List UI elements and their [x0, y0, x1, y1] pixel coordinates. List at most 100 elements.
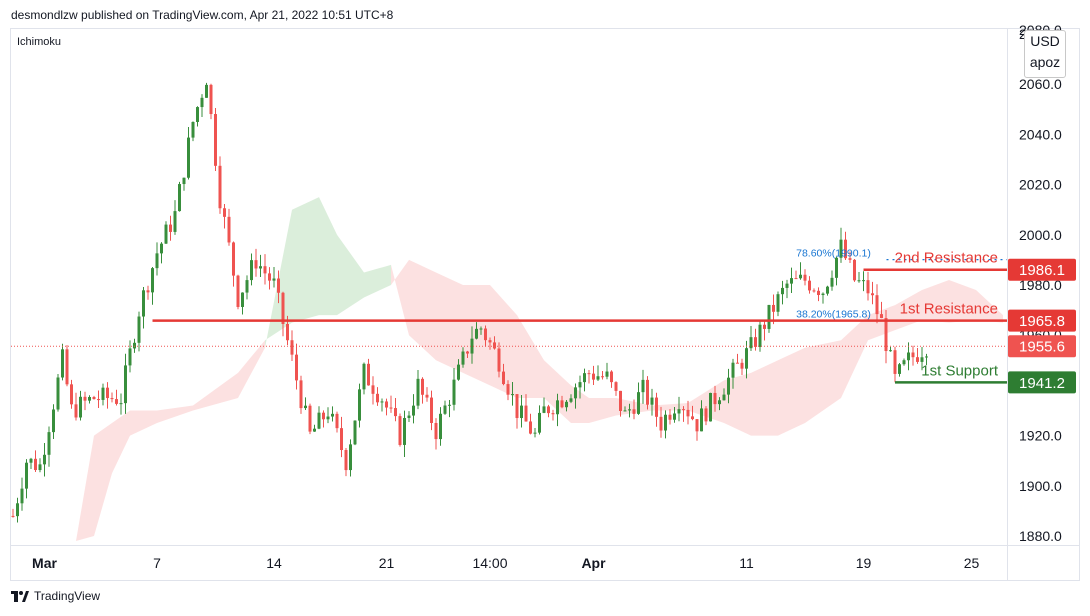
candle-body	[569, 398, 573, 402]
candle-body	[817, 290, 820, 296]
candle-body	[398, 416, 402, 445]
candle-body	[290, 340, 294, 355]
candle-body	[38, 464, 42, 471]
candle-body	[610, 371, 613, 383]
candle-body	[709, 392, 712, 422]
y-tick-label: 1980.0	[1019, 277, 1062, 293]
candle-body	[731, 362, 735, 378]
x-tick-label: 11	[739, 555, 754, 571]
candle-body	[650, 397, 654, 405]
candle-body	[785, 283, 789, 288]
candle-body	[304, 405, 307, 409]
candle-body	[466, 351, 469, 354]
candle-body	[110, 398, 114, 400]
ichimoku-cloud-segment	[337, 234, 364, 316]
ichimoku-cloud-segment	[292, 197, 319, 323]
candle-body	[241, 292, 244, 307]
candle-body	[533, 432, 537, 434]
candle-body	[911, 352, 915, 358]
candle-body	[704, 408, 708, 422]
candle-body	[34, 458, 37, 471]
ichimoku-cloud-segment	[841, 315, 868, 398]
candle-body	[43, 454, 46, 465]
candle-body	[484, 328, 487, 341]
candle-body	[137, 316, 141, 343]
candle-body	[853, 259, 856, 281]
candle-body	[209, 84, 213, 115]
candle-body	[88, 397, 91, 401]
x-tick-label: 14:00	[472, 555, 507, 571]
candle-body	[808, 280, 811, 291]
candle-body	[848, 258, 852, 260]
candle-body	[70, 384, 73, 405]
candle-body	[754, 337, 757, 347]
candle-body	[389, 407, 393, 409]
candle-body	[74, 404, 78, 418]
y-tick-label: 2000.0	[1019, 227, 1062, 243]
candle-body	[898, 364, 901, 374]
ichimoku-cloud-segment	[976, 290, 1003, 323]
level-name: 1st Support	[921, 362, 999, 379]
candle-body	[713, 392, 717, 405]
ichimoku-cloud-segment	[391, 259, 409, 336]
candle-body	[367, 363, 370, 386]
indicator-label[interactable]: Ichimoku	[17, 36, 62, 48]
candle-body	[335, 413, 339, 429]
candle-body	[520, 405, 523, 419]
candle-body	[596, 376, 600, 380]
ichimoku-cloud-segment	[544, 360, 571, 424]
candle-body	[673, 413, 676, 420]
currency-top: USD	[1030, 33, 1060, 49]
candle-body	[902, 360, 906, 365]
candle-body	[623, 410, 627, 412]
candle-body	[686, 409, 690, 417]
candle-body	[313, 428, 316, 432]
candle-body	[745, 348, 748, 369]
tradingview-logo[interactable]: TradingView	[11, 589, 100, 603]
candle-body	[371, 385, 375, 394]
candle-body	[830, 277, 834, 287]
time-axis[interactable]	[10, 546, 1008, 581]
currency-button[interactable]: USD apoz	[1024, 30, 1066, 78]
price-axis[interactable]	[1008, 28, 1080, 546]
candle-body	[583, 373, 586, 383]
candle-body	[322, 412, 325, 420]
x-tick-label: Apr	[581, 555, 606, 571]
x-tick-label: 25	[964, 555, 980, 571]
candle-body	[214, 114, 217, 166]
x-tick-label: 21	[379, 555, 395, 571]
candle-body	[452, 379, 456, 405]
candle-body	[632, 409, 636, 414]
candle-body	[691, 416, 694, 420]
candle-body	[227, 216, 231, 243]
ichimoku-cloud-segment	[76, 435, 94, 542]
candle-body	[839, 239, 843, 258]
candle-body	[223, 208, 226, 217]
chart-pane[interactable]	[10, 28, 1008, 546]
candle-body	[772, 304, 775, 312]
candle-body	[695, 419, 699, 432]
x-tick-label: 7	[153, 555, 161, 571]
candle-body	[358, 389, 361, 421]
candle-body	[394, 408, 397, 417]
candle-body	[106, 387, 109, 399]
candle-body	[655, 397, 658, 417]
candle-body	[592, 373, 595, 380]
candle-body	[799, 274, 802, 279]
candle-body	[916, 357, 919, 362]
ichimoku-cloud-segment	[805, 340, 841, 424]
candle-body	[551, 413, 555, 415]
candle-body	[434, 422, 438, 440]
ichimoku-cloud-segment	[922, 279, 949, 323]
candle-body	[268, 273, 271, 281]
candle-body	[20, 488, 24, 504]
candle-body	[349, 444, 352, 471]
level-name: 1st Resistance	[900, 301, 998, 318]
x-tick-label: Mar	[32, 555, 57, 571]
ichimoku-cloud-segment	[238, 340, 265, 398]
x-tick-label: 14	[266, 555, 282, 571]
candle-body	[407, 415, 411, 418]
candle-body	[502, 371, 505, 385]
candle-body	[475, 328, 478, 339]
